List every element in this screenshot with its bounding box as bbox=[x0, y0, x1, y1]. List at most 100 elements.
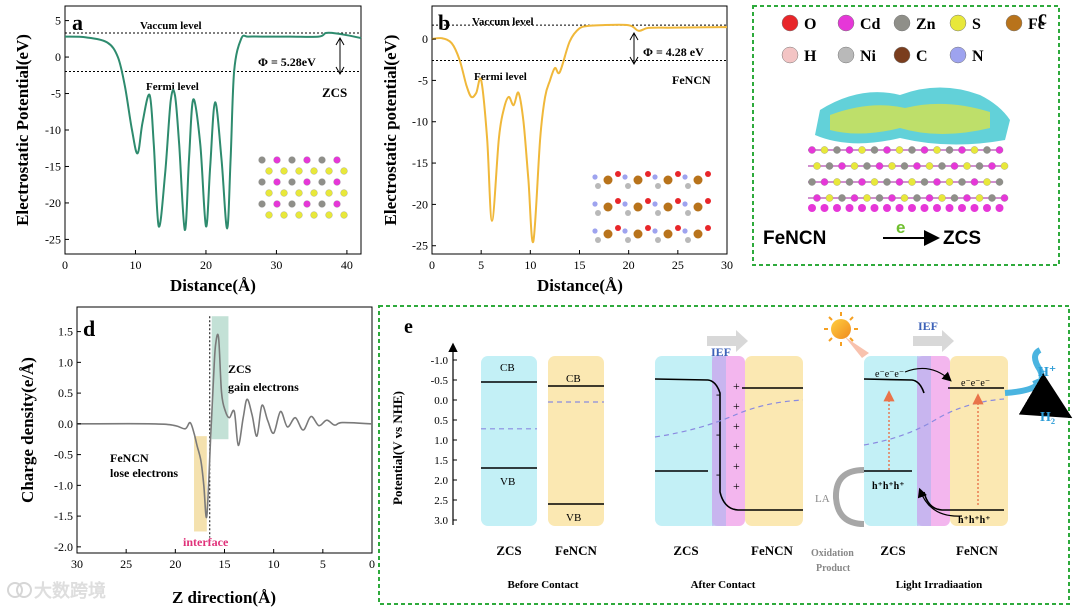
atom bbox=[693, 202, 703, 212]
atom bbox=[325, 189, 333, 197]
minus-sign: - bbox=[716, 467, 720, 481]
fencn-crystal-structure bbox=[592, 171, 711, 243]
atom bbox=[615, 225, 621, 231]
atom bbox=[983, 204, 991, 212]
legend-swatch-zn bbox=[893, 14, 911, 32]
oxidation-label: Oxidation bbox=[811, 548, 854, 559]
x-tick-label: 15 bbox=[219, 557, 231, 571]
y-tick-label: 1.5 bbox=[58, 325, 73, 339]
y-axis-label: Charge density(e/Å) bbox=[18, 357, 37, 503]
minus-sign: - bbox=[716, 427, 720, 441]
atom bbox=[333, 156, 341, 164]
atom bbox=[265, 167, 273, 175]
atom bbox=[295, 189, 303, 197]
y-tick-label: -15 bbox=[45, 159, 61, 173]
fencn-block bbox=[548, 356, 604, 526]
plus-sign: + bbox=[733, 379, 740, 393]
negative-charge-region bbox=[712, 356, 726, 526]
atom bbox=[265, 189, 273, 197]
atom bbox=[280, 167, 288, 175]
y-tick-label: 0.5 bbox=[58, 386, 73, 400]
acceptor-label: ZCS bbox=[943, 228, 981, 249]
panel-b-frame bbox=[431, 5, 728, 255]
atom bbox=[273, 178, 281, 186]
legend-swatch-h bbox=[781, 46, 799, 64]
potential-tick-label: -0.5 bbox=[431, 375, 449, 387]
h2-evolution-arrow-lower bbox=[1018, 373, 1073, 419]
atom bbox=[900, 194, 909, 202]
atom bbox=[318, 156, 326, 164]
panel-b: b Vaccum level Fermi level Φ = 4.28 eV F… bbox=[381, 5, 733, 295]
x-tick-label: 20 bbox=[200, 258, 212, 272]
y-tick-label: -2.0 bbox=[54, 540, 73, 554]
x-tick-label: 10 bbox=[129, 258, 141, 272]
fermi-line bbox=[654, 399, 804, 438]
light-irradiation-stage: e⁻e⁻e⁻ e⁻e⁻e⁻ h⁺h⁺h⁺ h⁺h⁺h⁺ H⁺ H₂ LA Oxi… bbox=[811, 312, 1073, 591]
atom bbox=[595, 183, 601, 189]
atom bbox=[913, 162, 921, 170]
atom bbox=[682, 228, 688, 234]
potential-tick-label: 0.5 bbox=[434, 415, 448, 427]
fencn-electrons: e⁻e⁻e⁻ bbox=[961, 378, 990, 389]
atom bbox=[693, 175, 703, 185]
atom bbox=[950, 194, 959, 202]
zcs-region-sublabel: gain electrons bbox=[228, 380, 299, 394]
zcs-electrons: e⁻e⁻e⁻ bbox=[875, 369, 904, 380]
interface-label: interface bbox=[183, 535, 229, 549]
atom bbox=[808, 204, 816, 212]
atom bbox=[288, 156, 296, 164]
legend-swatch-fe bbox=[1005, 14, 1023, 32]
potential-tick-label: -1.0 bbox=[431, 355, 449, 367]
legend-swatch-ni bbox=[837, 46, 855, 64]
y-tick-label: -10 bbox=[412, 115, 428, 129]
plus-sign: + bbox=[733, 439, 740, 453]
fencn-holes: h⁺h⁺h⁺ bbox=[958, 515, 991, 526]
atom bbox=[983, 146, 991, 154]
x-tick-label: 25 bbox=[120, 557, 132, 571]
atom bbox=[310, 167, 318, 175]
x-tick-label: 5 bbox=[478, 258, 484, 272]
atom bbox=[870, 146, 879, 154]
atom bbox=[970, 204, 979, 212]
panel-d: d 30 25 20 15 10 5 0 -2.0 -1.5 -1.0 -0.5 0.0 0.5 1.0 1… bbox=[18, 306, 375, 607]
atom bbox=[258, 178, 266, 186]
work-function-arrow-up bbox=[629, 31, 639, 41]
atom bbox=[595, 237, 601, 243]
atom bbox=[280, 189, 288, 197]
atom bbox=[938, 194, 946, 202]
x-tick-label: 0 bbox=[369, 557, 375, 571]
work-function-arrow-down bbox=[629, 56, 639, 66]
atom bbox=[1000, 194, 1009, 202]
vacuum-level-label: Vaccum level bbox=[140, 20, 202, 32]
fencn-cb-label: CB bbox=[566, 373, 581, 385]
atom bbox=[858, 178, 866, 186]
x-axis-label: Z direction(Å) bbox=[172, 588, 276, 607]
ief-arrow bbox=[913, 330, 954, 352]
ief-arrow bbox=[707, 330, 748, 352]
zcs-label: ZCS bbox=[673, 543, 698, 558]
atom bbox=[675, 171, 681, 177]
atom bbox=[685, 210, 691, 216]
atom bbox=[333, 200, 341, 208]
atom bbox=[652, 228, 658, 234]
atom bbox=[340, 167, 348, 175]
atom bbox=[858, 146, 866, 154]
charge-difference-structure bbox=[808, 87, 1010, 212]
atom bbox=[933, 178, 941, 186]
atom bbox=[288, 178, 296, 186]
atom bbox=[895, 146, 904, 154]
atom bbox=[820, 178, 829, 186]
atom bbox=[850, 194, 859, 202]
atom bbox=[310, 189, 318, 197]
zcs-block bbox=[655, 356, 717, 526]
panel-b-letter: b bbox=[438, 10, 450, 35]
atom bbox=[340, 211, 348, 219]
atom bbox=[958, 146, 966, 154]
work-function-label: Φ = 5.28eV bbox=[258, 55, 316, 69]
atom bbox=[625, 210, 631, 216]
y-tick-label: -5 bbox=[418, 73, 428, 87]
atom bbox=[945, 204, 954, 212]
atom bbox=[925, 162, 934, 170]
panel-a: a Vaccum level Fermi level Φ = 5.28eV ZC… bbox=[13, 5, 362, 295]
x-tick-label: 20 bbox=[623, 258, 635, 272]
